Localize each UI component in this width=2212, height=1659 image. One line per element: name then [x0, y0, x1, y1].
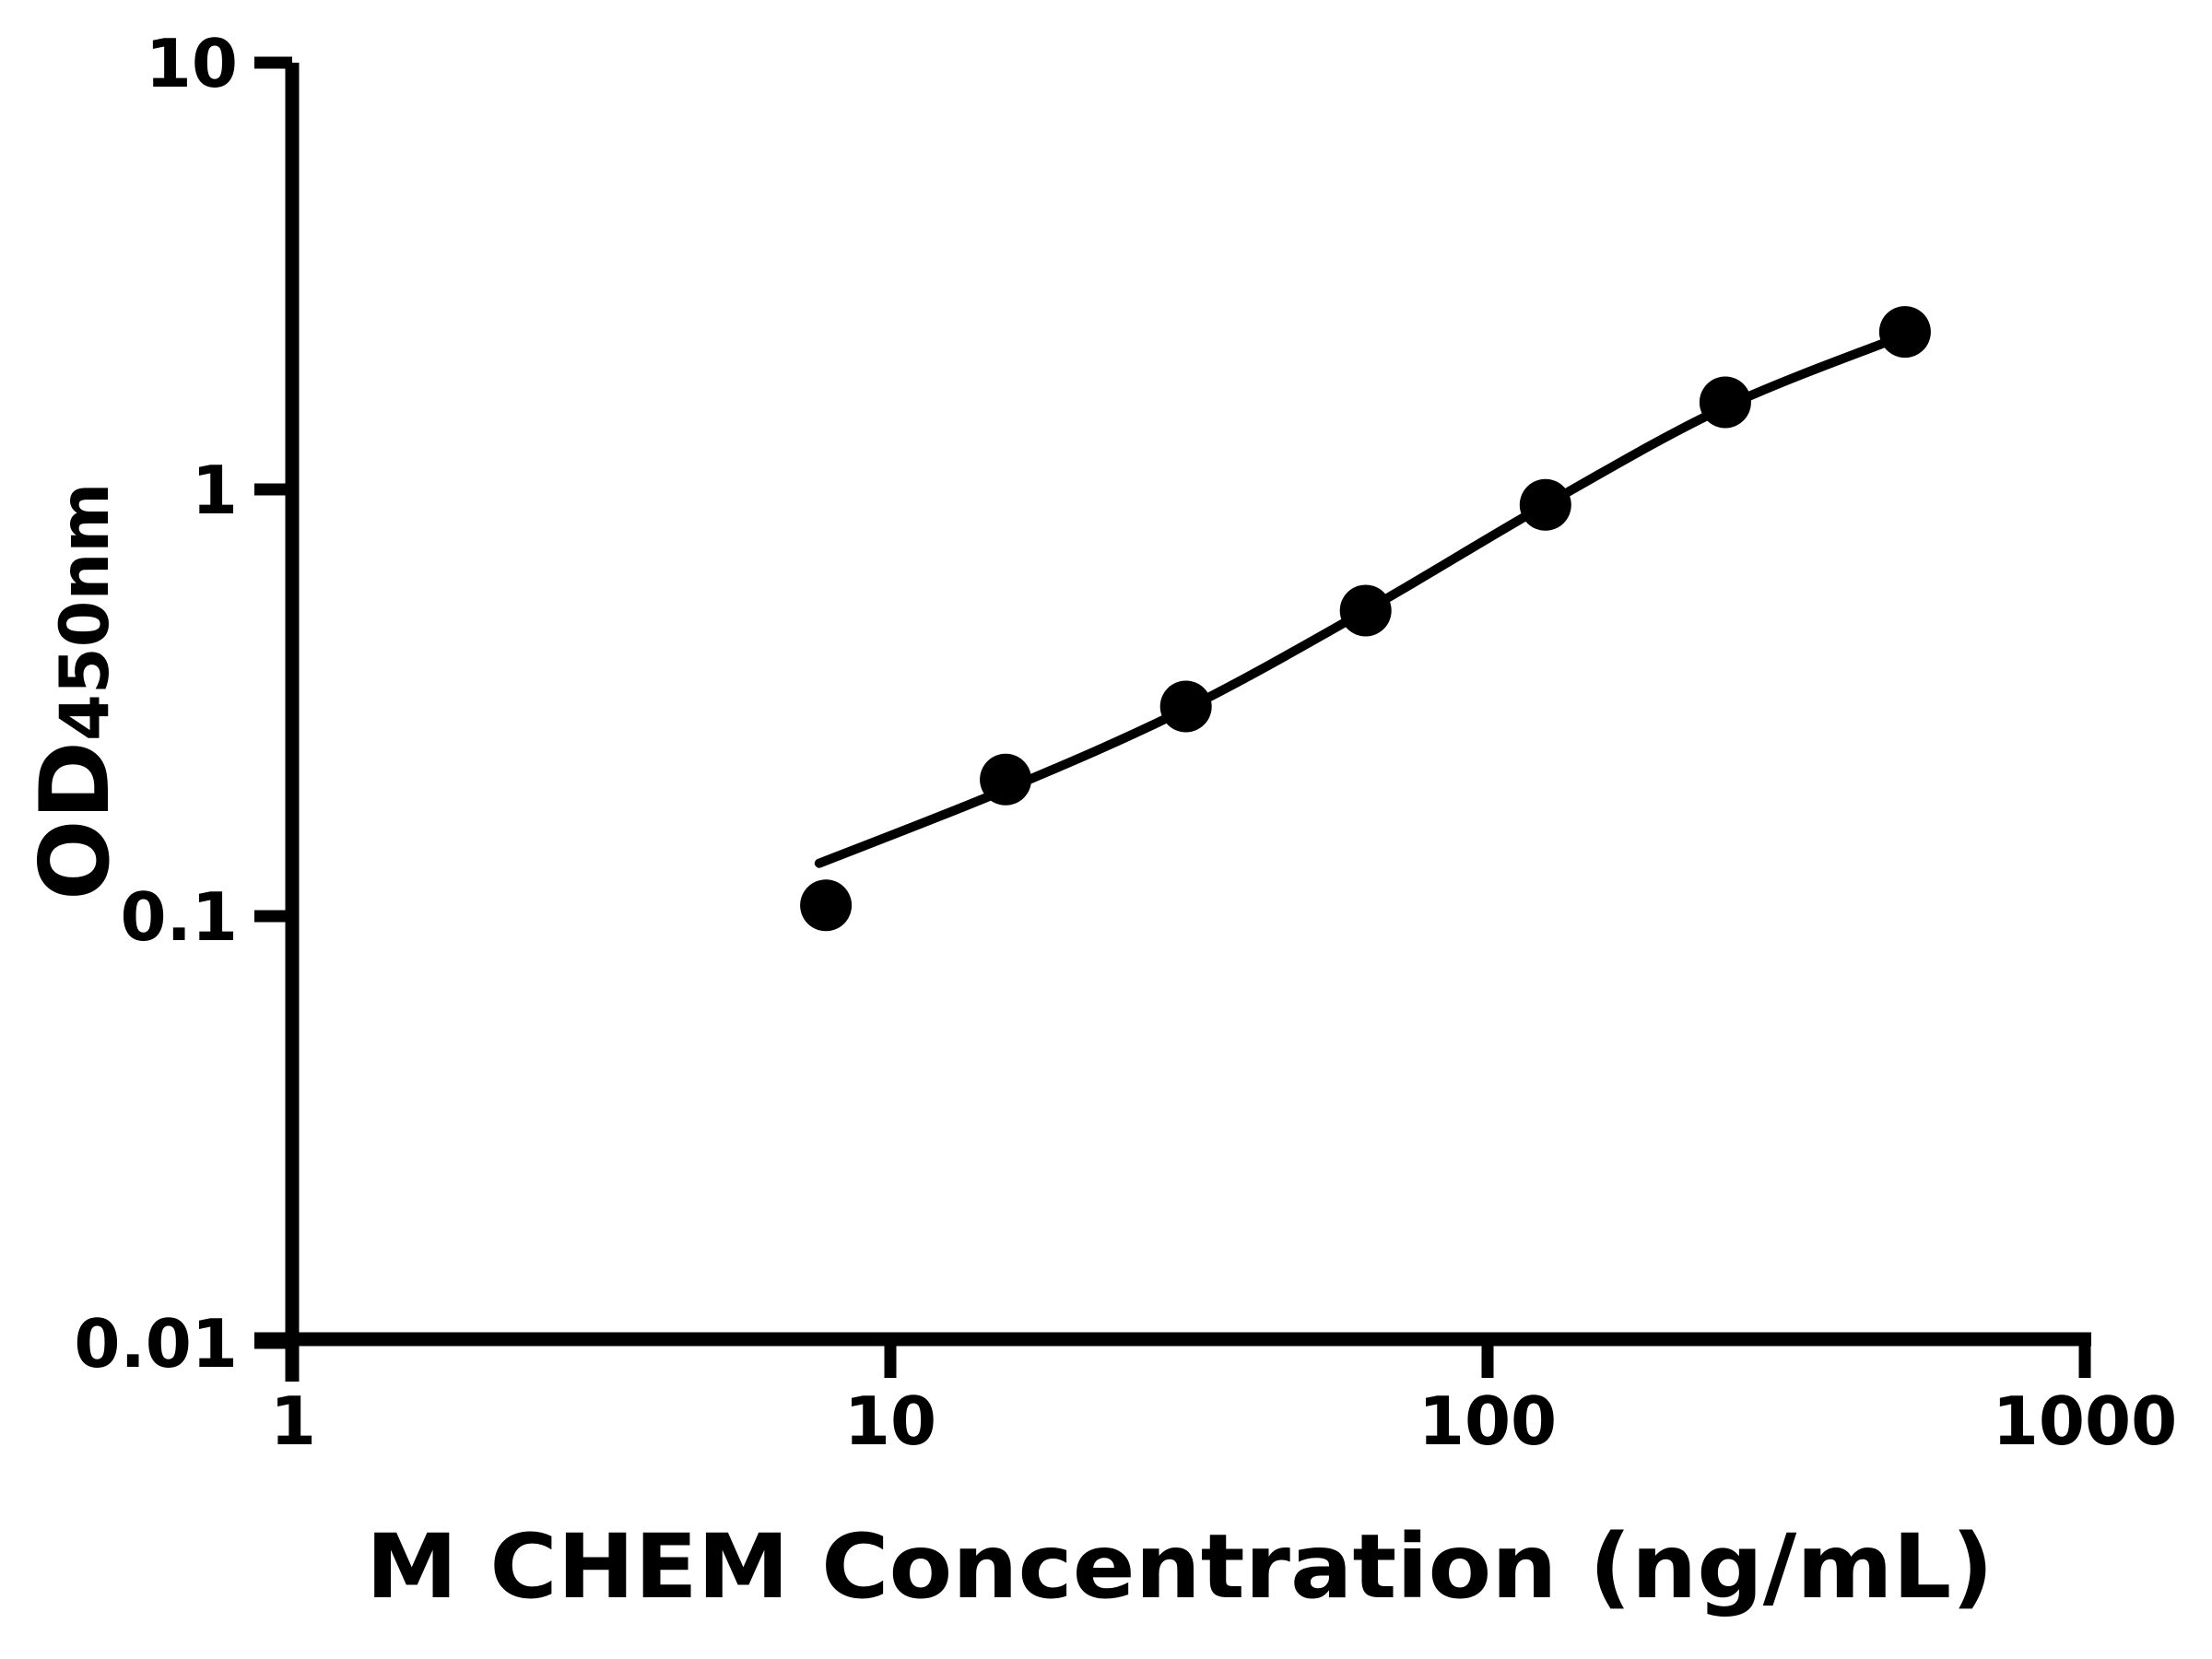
data-point — [1339, 584, 1392, 637]
data-point — [1159, 680, 1212, 733]
x-tick-label: 10 — [844, 1382, 936, 1460]
x-tick-label: 1000 — [1993, 1382, 2177, 1460]
axes — [254, 63, 2091, 1382]
x-tick-label: 100 — [1418, 1382, 1557, 1460]
y-tick-label: 0.01 — [74, 1305, 238, 1382]
y-tick-label: 0.1 — [120, 878, 238, 956]
data-points — [800, 306, 1931, 932]
y-tick-label: 1 — [192, 452, 238, 529]
data-point — [1878, 306, 1931, 359]
x-axis-title: M CHEM Concentration (ng/mL) — [366, 1515, 1994, 1618]
x-tick-label: 1 — [270, 1382, 316, 1460]
data-point — [1519, 478, 1571, 531]
y-axis-title-main: OD — [20, 741, 131, 900]
y-axis-title: OD450nm — [20, 483, 131, 900]
data-point — [1699, 376, 1751, 429]
axis-ticks — [254, 56, 2091, 1378]
data-point — [800, 879, 853, 932]
y-tick-label: 10 — [146, 25, 238, 102]
y-axis-title-subscript: 450nm — [46, 483, 124, 741]
data-point — [980, 753, 1032, 806]
axis-tick-labels: 0.01 0.1 1 10 1 10 100 1000 — [74, 25, 2177, 1460]
